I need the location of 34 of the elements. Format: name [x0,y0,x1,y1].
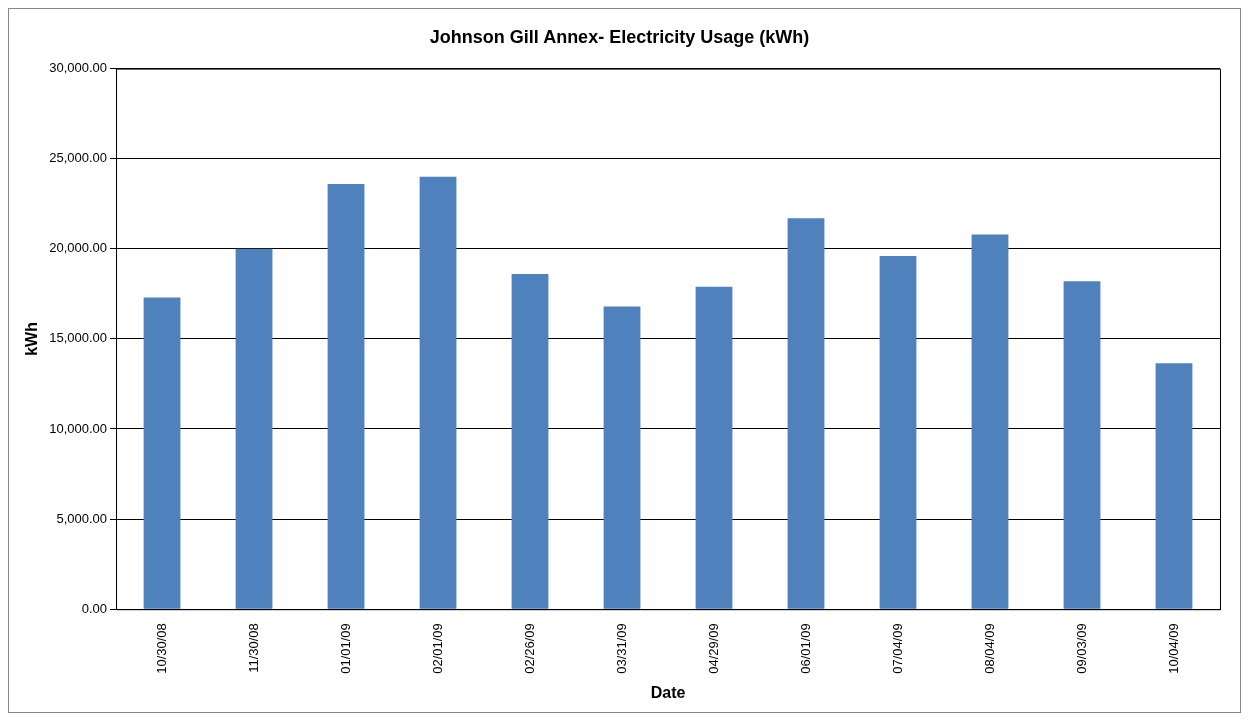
x-tick-label: 11/30/08 [245,623,261,673]
chart-title: Johnson Gill Annex- Electricity Usage (kWh) [429,26,810,47]
bar [879,256,917,609]
bar [787,218,825,609]
bar [1063,281,1101,609]
bar [511,274,549,609]
x-axis-title: Date [650,683,686,701]
bar [971,234,1009,609]
x-tick-label: 03/31/09 [613,623,629,674]
x-tick-label: 02/01/09 [429,623,445,674]
bar [327,183,365,609]
y-axis-title: kWh [23,322,41,356]
x-tick-label: 10/04/09 [1165,623,1181,674]
y-tick-label: 0.00 [81,600,108,616]
x-tick-label: 09/03/09 [1073,623,1089,674]
x-tick-label: 04/29/09 [705,623,721,674]
x-tick-label: 06/01/09 [797,623,813,674]
bar [695,286,733,609]
x-tick-label: 10/30/08 [153,623,169,674]
y-tick-label: 25,000.00 [49,150,108,166]
x-tick-label: 08/04/09 [981,623,997,674]
x-tick-label: 07/04/09 [889,623,905,674]
bar [143,297,181,609]
y-tick-label: 15,000.00 [49,330,108,346]
y-tick-label: 5,000.00 [56,510,108,526]
y-tick-label: 10,000.00 [49,420,108,436]
x-tick-label: 01/01/09 [337,623,353,674]
y-tick-label: 20,000.00 [49,240,108,256]
x-tick-label: 02/26/09 [521,623,537,674]
bar [1155,363,1193,609]
bar [235,248,273,609]
bar [603,306,641,609]
y-tick-label: 30,000.00 [49,60,108,76]
bar [419,176,457,609]
